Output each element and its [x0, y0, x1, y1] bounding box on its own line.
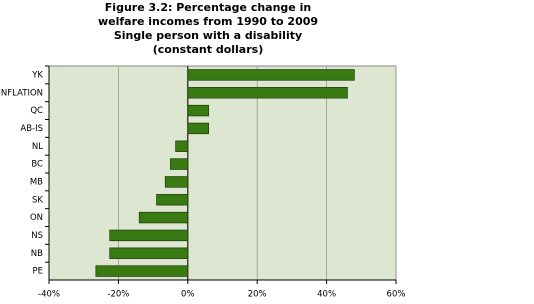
bar	[95, 265, 189, 277]
y-tick-label: ON	[30, 213, 43, 223]
chart-title: (constant dollars)	[153, 43, 263, 56]
y-tick-label: MB	[30, 177, 43, 187]
bar	[187, 87, 348, 99]
y-tick-label: PE	[33, 267, 44, 277]
x-tick-label: 60%	[387, 290, 406, 300]
y-tick-label: NS	[31, 231, 43, 241]
x-tick-label: 0%	[181, 290, 195, 300]
plot-area	[48, 65, 397, 281]
y-tick-label: AB-IS	[20, 124, 43, 134]
chart-title: welfare incomes from 1990 to 2009	[98, 15, 318, 28]
y-tick-label: YK	[31, 70, 43, 80]
bar	[187, 69, 355, 81]
y-tick-label: SK	[32, 195, 43, 205]
x-tick-label: -20%	[107, 290, 129, 300]
bar	[109, 229, 189, 242]
y-tick-label: BC	[31, 160, 43, 170]
chart-title: Single person with a disability	[114, 29, 302, 42]
chart-title: Figure 3.2: Percentage change in	[105, 1, 311, 14]
bar	[170, 158, 189, 170]
x-tick-label: -40%	[38, 290, 60, 300]
y-tick-label: NL	[32, 142, 43, 152]
bar	[156, 194, 189, 206]
y-tick-label: INFLATION	[0, 88, 43, 98]
y-tick-label: QC	[30, 106, 43, 116]
bar	[175, 140, 189, 152]
bar	[109, 247, 189, 259]
x-tick-label: 20%	[248, 290, 267, 300]
x-tick-label: 40%	[317, 290, 336, 300]
y-tick-label: NB	[31, 249, 43, 259]
bar	[164, 176, 189, 188]
bar	[187, 122, 209, 135]
bar	[187, 104, 209, 117]
bar	[138, 211, 189, 224]
